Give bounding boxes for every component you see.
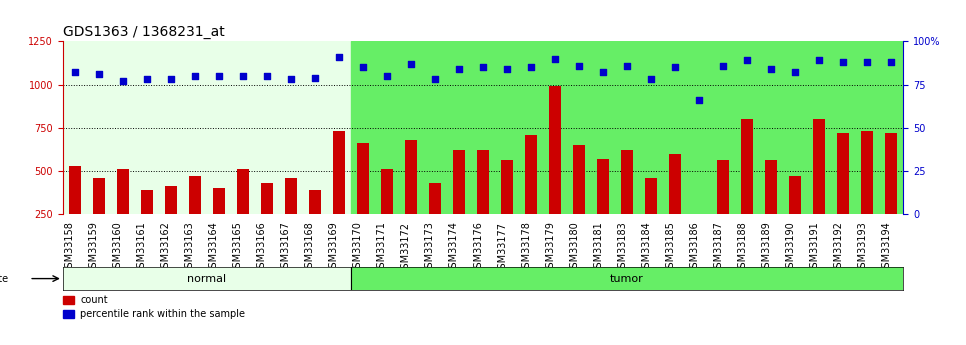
- Point: [668, 65, 683, 70]
- Bar: [694, 214, 705, 257]
- Point: [739, 58, 754, 63]
- Point: [763, 66, 779, 72]
- Bar: [813, 119, 825, 257]
- Point: [643, 77, 659, 82]
- Point: [692, 97, 707, 103]
- Bar: [333, 131, 345, 257]
- Bar: [621, 150, 633, 257]
- Bar: [645, 178, 657, 257]
- Bar: [285, 178, 297, 257]
- Bar: [63, 296, 74, 304]
- Point: [716, 63, 731, 68]
- Bar: [597, 159, 610, 257]
- Bar: [429, 183, 441, 257]
- Bar: [789, 176, 801, 257]
- Bar: [189, 176, 201, 257]
- Point: [283, 77, 298, 82]
- Point: [571, 63, 586, 68]
- Bar: [93, 178, 104, 257]
- Point: [259, 73, 274, 79]
- Point: [307, 75, 323, 80]
- Point: [67, 70, 82, 75]
- Text: GDS1363 / 1368231_at: GDS1363 / 1368231_at: [63, 25, 224, 39]
- Point: [836, 59, 851, 65]
- Bar: [477, 150, 489, 257]
- Bar: [237, 169, 249, 257]
- Bar: [351, 41, 903, 214]
- Point: [403, 61, 418, 67]
- Bar: [453, 150, 465, 257]
- Text: normal: normal: [187, 274, 226, 284]
- Point: [475, 65, 491, 70]
- Bar: [573, 145, 585, 257]
- Bar: [717, 160, 729, 257]
- Point: [787, 70, 803, 75]
- Bar: [405, 140, 417, 257]
- Bar: [862, 131, 873, 257]
- Point: [187, 73, 203, 79]
- Bar: [213, 188, 225, 257]
- Point: [811, 58, 827, 63]
- Bar: [69, 166, 81, 257]
- Bar: [549, 86, 561, 257]
- Point: [884, 59, 899, 65]
- Bar: [63, 41, 351, 214]
- Text: count: count: [80, 295, 108, 305]
- Text: disease state: disease state: [0, 274, 8, 284]
- Point: [451, 66, 467, 72]
- Bar: [526, 135, 537, 257]
- Point: [380, 73, 395, 79]
- Point: [139, 77, 155, 82]
- Bar: [117, 169, 128, 257]
- Bar: [63, 310, 74, 317]
- Point: [524, 65, 539, 70]
- Point: [860, 59, 875, 65]
- Point: [115, 78, 130, 84]
- Text: percentile rank within the sample: percentile rank within the sample: [80, 309, 245, 319]
- Bar: [165, 186, 177, 257]
- Point: [595, 70, 611, 75]
- Bar: [381, 169, 393, 257]
- Bar: [351, 267, 903, 290]
- Point: [355, 65, 371, 70]
- Point: [331, 54, 347, 60]
- Bar: [63, 267, 351, 290]
- Point: [163, 77, 179, 82]
- Bar: [741, 119, 753, 257]
- Point: [499, 66, 515, 72]
- Bar: [309, 190, 321, 257]
- Bar: [838, 133, 849, 257]
- Point: [235, 73, 250, 79]
- Bar: [357, 143, 369, 257]
- Bar: [765, 160, 778, 257]
- Bar: [669, 154, 681, 257]
- Point: [548, 56, 563, 61]
- Bar: [261, 183, 273, 257]
- Point: [91, 71, 106, 77]
- Point: [619, 63, 635, 68]
- Bar: [141, 190, 153, 257]
- Point: [212, 73, 227, 79]
- Bar: [885, 133, 897, 257]
- Text: tumor: tumor: [611, 274, 644, 284]
- Point: [427, 77, 442, 82]
- Bar: [501, 160, 513, 257]
